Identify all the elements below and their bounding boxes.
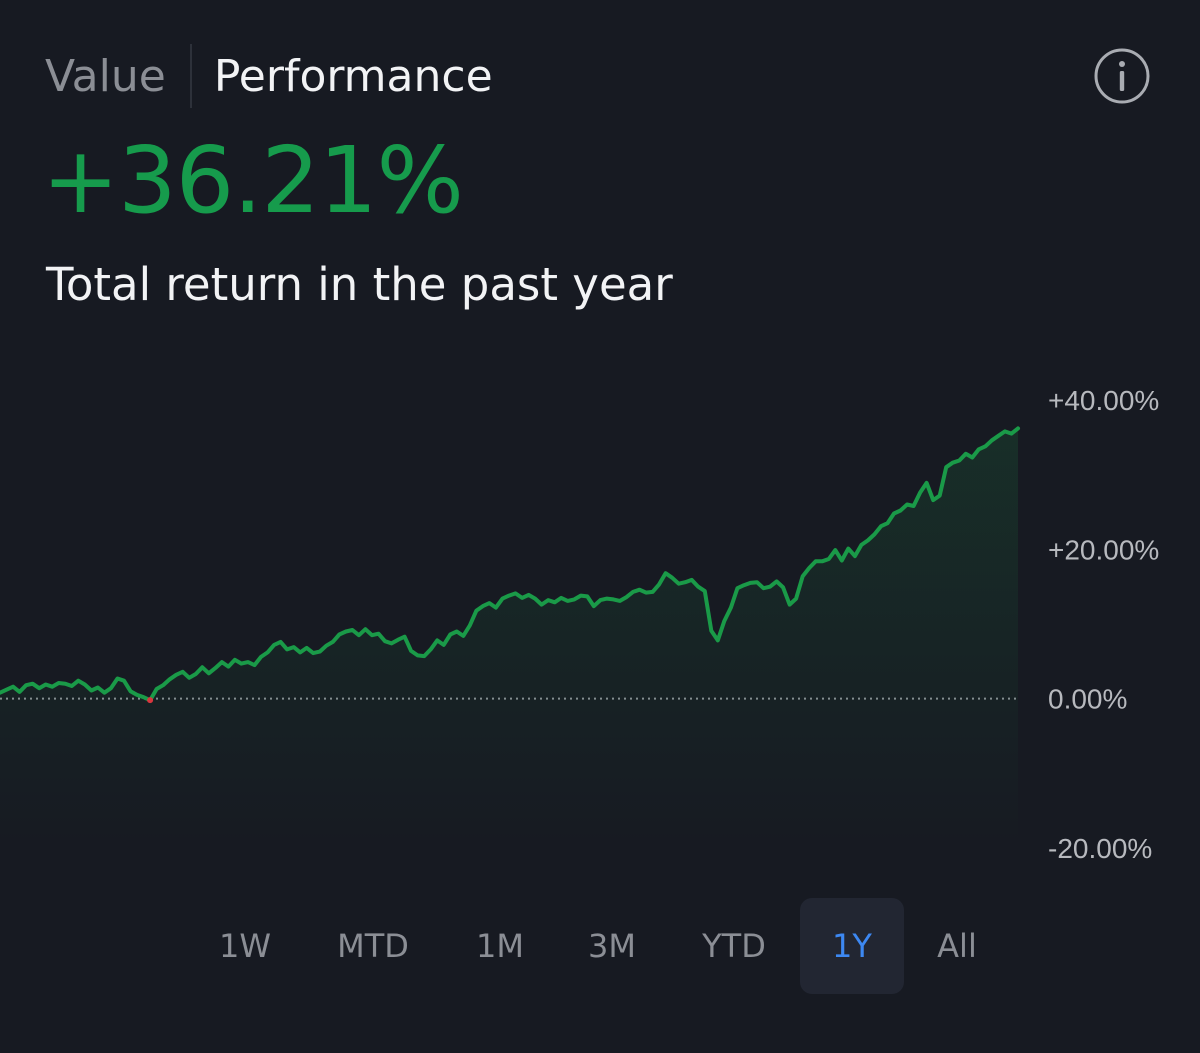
total-return-caption: Total return in the past year: [46, 258, 673, 311]
y-axis: +40.00% +20.00% 0.00% -20.00%: [1048, 385, 1159, 864]
info-icon: [1094, 48, 1150, 104]
tab-value[interactable]: Value: [45, 50, 166, 102]
range-button-all[interactable]: All: [937, 927, 977, 965]
total-return-value: +36.21%: [42, 127, 464, 234]
tab-performance[interactable]: Performance: [213, 50, 493, 102]
series-line: [0, 426, 1020, 703]
range-button-1w[interactable]: 1W: [219, 927, 271, 965]
time-range-selector: 1W MTD 1M 3M YTD 1Y All: [190, 898, 1010, 994]
y-tick-label: -20.00%: [1048, 833, 1152, 864]
range-button-3m[interactable]: 3M: [588, 927, 636, 965]
y-tick-label: 0.00%: [1048, 684, 1127, 715]
range-button-ytd[interactable]: YTD: [702, 927, 766, 965]
info-button[interactable]: [1094, 48, 1150, 104]
tab-divider: [189, 44, 192, 108]
y-tick-label: +20.00%: [1048, 534, 1159, 565]
range-button-1m[interactable]: 1M: [476, 927, 524, 965]
range-button-mtd[interactable]: MTD: [337, 927, 409, 965]
y-tick-label: +40.00%: [1048, 385, 1159, 416]
below-zero-marker: [147, 697, 154, 704]
series-area: [0, 428, 1018, 848]
view-toggle: Value Performance: [45, 44, 493, 108]
range-button-1y[interactable]: 1Y: [800, 898, 904, 994]
performance-chart[interactable]: +40.00% +20.00% 0.00% -20.00%: [0, 360, 1200, 880]
